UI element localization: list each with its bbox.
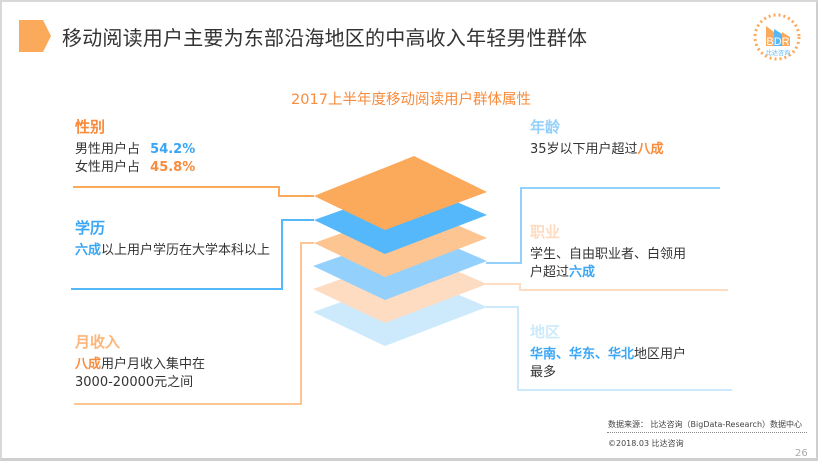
education-text: 六成以上用户学历在大学本科以上 (75, 242, 275, 260)
gender-block: 性别 男性用户占 54.2% 女性用户占 45.8% (75, 117, 195, 177)
age-text: 35岁以下用户超过八成 (530, 141, 664, 159)
income-desc-1: 用户月收入集中在 (101, 357, 206, 372)
male-label: 男性用户占 (75, 142, 141, 157)
age-heading: 年龄 (530, 118, 561, 136)
education-desc: 以上用户学历在大学本科以上 (101, 243, 271, 258)
occupation-block: 职业 学生、自由职业者、白领用 户超过六成 (530, 222, 686, 282)
income-desc-2: 3000-20000元之间 (75, 375, 194, 390)
age-desc: 35岁以下用户超过 (530, 142, 638, 157)
copyright: ©2018.03 比达咨询 (608, 439, 684, 448)
logo-icon: BDR 比达咨询 (753, 13, 801, 61)
education-heading: 学历 (75, 219, 106, 237)
occupation-heading: 职业 (530, 223, 561, 241)
page-title: 移动阅读用户主要为东部沿海地区的中高收入年轻男性群体 (62, 26, 588, 50)
footer-divider (607, 432, 807, 433)
connector-age (486, 187, 720, 264)
svg-text:比达咨询: 比达咨询 (766, 49, 790, 57)
region-block: 地区 华南、华东、华北地区用户 最多 (530, 322, 686, 382)
male-row: 男性用户占 54.2% (75, 141, 195, 159)
connector-region (486, 306, 732, 391)
occupation-text-2: 户超过六成 (530, 264, 686, 282)
bdr-logo: BDR 比达咨询 (752, 12, 802, 62)
female-row: 女性用户占 45.8% (75, 159, 195, 177)
region-text: 华南、华东、华北地区用户 (530, 346, 686, 364)
title-marker-icon (19, 20, 51, 52)
male-value: 54.2% (150, 142, 196, 157)
education-highlight: 六成 (75, 243, 102, 258)
region-highlight: 华南、华东、华北 (530, 347, 635, 362)
connector-occupation (486, 283, 728, 291)
occupation-desc-2: 户超过 (530, 265, 570, 280)
connector-education (71, 219, 314, 290)
female-value: 45.8% (150, 160, 196, 175)
income-heading: 月收入 (75, 333, 121, 351)
income-block: 月收入 八成用户月收入集中在 3000-20000元之间 (75, 332, 205, 392)
region-desc-2: 最多 (530, 365, 557, 380)
occupation-desc-1: 学生、自由职业者、白领用 (530, 247, 687, 262)
connector-gender (73, 186, 314, 197)
education-block: 学历 六成以上用户学历在大学本科以上 (75, 218, 275, 260)
layer-1 (314, 156, 487, 230)
data-source: 数据来源： 比达咨询（BigData-Research）数据中心 (608, 420, 803, 429)
chart-subtitle: 2017上半年度移动阅读用户群体属性 (291, 92, 531, 108)
income-highlight: 八成 (75, 357, 102, 372)
female-label: 女性用户占 (75, 160, 141, 175)
income-text-1: 八成用户月收入集中在 (75, 356, 205, 374)
svg-text:BDR: BDR (766, 36, 789, 48)
age-highlight: 八成 (637, 142, 664, 157)
age-block: 年龄 35岁以下用户超过八成 (530, 117, 664, 159)
region-heading: 地区 (530, 323, 561, 341)
connector-income (74, 242, 314, 405)
gender-heading: 性别 (75, 118, 106, 136)
occupation-highlight: 六成 (569, 265, 596, 280)
region-desc: 地区用户 (634, 347, 687, 362)
page-number: 26 (795, 448, 808, 459)
